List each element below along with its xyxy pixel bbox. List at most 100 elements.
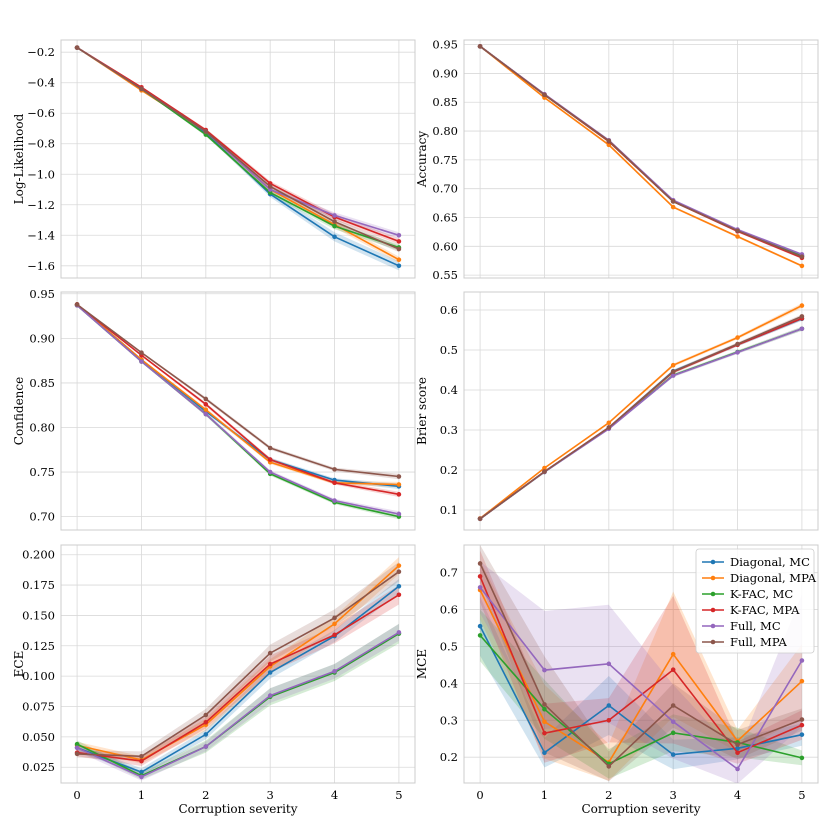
y-axis-label: Confidence [12, 377, 26, 445]
panel-mce: 0.2 0.3 0.4 0.5 0.6 0.7 0 1 2 3 4 5 MCE Corruption se… [415, 544, 819, 816]
x-tick-label: 1 [138, 788, 145, 802]
line-full-mc [76, 631, 400, 778]
point-diagonal-mpa [396, 257, 402, 262]
point-full-mc [203, 744, 209, 749]
band-k-fac-mpa [480, 550, 802, 764]
band-diagonal-mpa [480, 560, 802, 781]
y-tick-label: 0.175 [22, 578, 55, 592]
y-tick-label: 0.2 [440, 750, 458, 764]
y-tick-label: −1.0 [27, 167, 55, 181]
point-full-mc [542, 667, 547, 673]
point-full-mc [74, 745, 80, 751]
line-k-fac-mc [479, 328, 803, 520]
line-diagonal-mc [76, 303, 399, 488]
y-tick-label: 0.6 [440, 603, 458, 617]
band-diagonal-mc [77, 303, 399, 489]
point-diagonal-mc [332, 234, 337, 240]
point-full-mc [396, 511, 402, 517]
line-full-mpa [77, 571, 400, 758]
y-tick-label: −0.4 [27, 76, 55, 90]
point-full-mpa [203, 712, 209, 718]
y-tick-label: 0.150 [22, 608, 55, 622]
point-full-mc [799, 326, 805, 332]
band-k-fac-mpa [480, 45, 802, 259]
y-tick-label: 0.5 [440, 639, 458, 653]
point-full-mpa [267, 184, 273, 189]
legend-label: Diagonal, MC [730, 555, 810, 569]
point-k-fac-mc [799, 755, 805, 761]
band-diagonal-mc [480, 596, 802, 770]
y-axis-label: Log-Likelihood [12, 113, 26, 204]
line-k-fac-mc [479, 45, 803, 257]
point-full-mc [139, 774, 144, 780]
point-diagonal-mpa [735, 234, 740, 239]
point-full-mc [477, 585, 483, 590]
point-diagonal-mpa [799, 263, 805, 269]
point-full-mpa [203, 129, 209, 134]
point-k-fac-mpa [542, 730, 547, 736]
point-k-fac-mc [332, 223, 337, 229]
y-axis-label: Accuracy [415, 131, 429, 188]
band-k-fac-mc [480, 45, 802, 258]
y-tick-label: 0.050 [22, 730, 55, 744]
line-full-mpa [479, 563, 803, 768]
point-k-fac-mpa [203, 402, 209, 407]
line-full-mc [479, 586, 803, 771]
band-full-mc [480, 45, 802, 256]
point-full-mpa [332, 219, 337, 224]
line-diagonal-mpa [479, 589, 803, 764]
point-full-mpa [542, 469, 547, 474]
point-full-mpa [799, 717, 805, 722]
y-tick-label: 0.75 [432, 153, 458, 167]
point-full-mpa [332, 615, 337, 621]
x-axis-label: Corruption severity [581, 802, 700, 816]
line-k-fac-mpa [479, 576, 803, 754]
point-diagonal-mc [735, 746, 740, 751]
x-tick-label: 2 [605, 788, 612, 802]
point-full-mc [267, 693, 273, 698]
point-full-mpa [396, 569, 402, 575]
band-full-mc [480, 326, 802, 520]
y-tick-label: 0.80 [432, 124, 458, 138]
x-tick-label: 1 [541, 788, 548, 802]
point-k-fac-mc [477, 633, 483, 638]
point-diagonal-mc [542, 750, 547, 756]
y-tick-label: 0.5 [440, 343, 458, 357]
point-full-mpa [477, 516, 483, 522]
point-full-mpa [267, 650, 273, 656]
point-full-mc [670, 373, 676, 378]
band-k-fac-mpa [77, 303, 399, 497]
y-tick-label: 0.2 [440, 463, 458, 477]
y-tick-label: 0.125 [22, 639, 55, 653]
band-k-fac-mc [480, 609, 802, 779]
point-diagonal-mpa [799, 678, 805, 684]
x-tick-label: 4 [734, 788, 741, 802]
legend-marker-full-mpa [710, 639, 716, 645]
point-full-mpa [477, 44, 483, 49]
legend-marker-diagonal-mc [710, 559, 716, 565]
point-full-mpa [267, 445, 273, 451]
point-full-mpa [74, 45, 80, 50]
legend-label: K-FAC, MC [730, 587, 793, 601]
legend-label: Full, MC [730, 619, 781, 633]
y-tick-label: −1.4 [27, 228, 55, 242]
axes-frame [60, 291, 416, 531]
point-full-mc [670, 719, 676, 725]
point-full-mc [332, 668, 337, 674]
line-diagonal-mpa [479, 304, 803, 520]
point-diagonal-mpa [735, 335, 740, 340]
line-full-mpa [76, 303, 399, 478]
y-tick-label: 0.3 [440, 423, 458, 437]
y-tick-label: 0.100 [22, 669, 55, 683]
point-k-fac-mc [670, 730, 676, 736]
point-full-mpa [477, 561, 483, 566]
line-k-fac-mpa [76, 46, 400, 243]
x-tick-label: 5 [395, 788, 402, 802]
point-diagonal-mc [396, 583, 402, 589]
point-k-fac-mpa [332, 632, 337, 638]
point-full-mpa [332, 467, 337, 472]
point-diagonal-mpa [670, 204, 676, 210]
point-full-mc [735, 766, 740, 772]
point-full-mpa [139, 350, 144, 355]
